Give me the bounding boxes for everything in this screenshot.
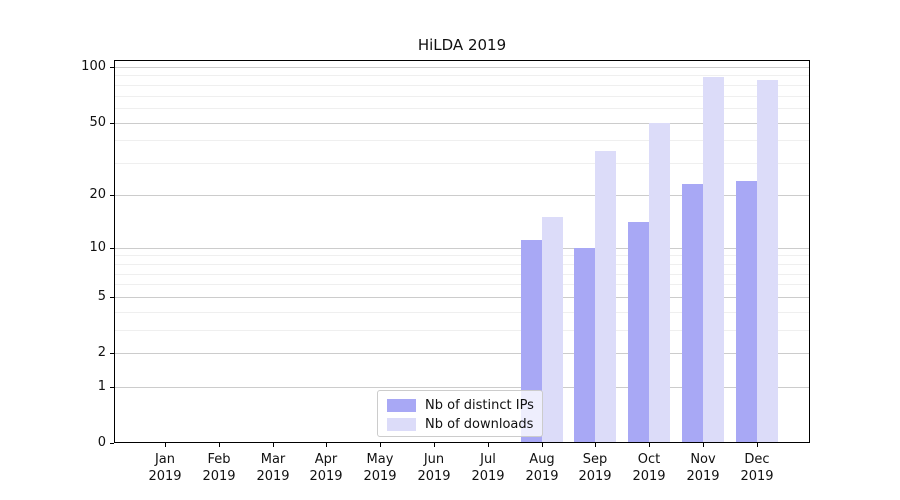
y-tick-2	[110, 353, 114, 354]
y-tick-label-5: 5	[97, 289, 106, 304]
gridline-minor-70	[114, 96, 810, 97]
bar-distinct-ips-oct	[628, 222, 650, 443]
x-tick-jun	[434, 443, 435, 447]
x-tick-label-jun: Jun 2019	[417, 452, 451, 484]
x-tick-aug	[542, 443, 543, 447]
bar-downloads-nov	[703, 77, 724, 443]
legend-item-distinct-ips: Nb of distinct IPs	[387, 397, 534, 413]
gridline-major-2	[114, 353, 810, 354]
gridline-minor-40	[114, 140, 810, 141]
gridline-minor-4	[114, 312, 810, 313]
legend: Nb of distinct IPs Nb of downloads	[377, 390, 543, 437]
y-tick-label-0: 0	[97, 435, 106, 450]
gridline-major-100	[114, 67, 810, 68]
x-tick-feb	[219, 443, 220, 447]
legend-label-distinct-ips: Nb of distinct IPs	[425, 397, 534, 413]
y-tick-20	[110, 195, 114, 196]
y-tick-100	[110, 67, 114, 68]
gridline-minor-80	[114, 85, 810, 86]
plot-area	[114, 60, 810, 443]
y-tick-10	[110, 248, 114, 249]
y-tick-1	[110, 387, 114, 388]
gridline-minor-3	[114, 330, 810, 331]
x-tick-label-jul: Jul 2019	[471, 452, 505, 484]
x-tick-label-aug: Aug 2019	[525, 452, 559, 484]
bar-downloads-dec	[756, 80, 778, 443]
chart-title: HiLDA 2019	[417, 36, 507, 54]
x-tick-sep	[595, 443, 596, 447]
x-tick-label-sep: Sep 2019	[578, 452, 612, 484]
x-tick-label-mar: Mar 2019	[256, 452, 290, 484]
legend-item-downloads: Nb of downloads	[387, 416, 534, 432]
legend-label-downloads: Nb of downloads	[425, 416, 534, 432]
x-tick-label-oct: Oct 2019	[632, 452, 666, 484]
gridline-major-1	[114, 387, 810, 388]
gridline-major-10	[114, 248, 810, 249]
x-tick-label-nov: Nov 2019	[686, 452, 720, 484]
gridline-major-20	[114, 195, 810, 196]
y-tick-label-20: 20	[89, 187, 106, 202]
y-tick-label-100: 100	[81, 59, 106, 74]
x-tick-may	[380, 443, 381, 447]
x-tick-label-feb: Feb 2019	[202, 452, 236, 484]
y-tick-5	[110, 297, 114, 298]
x-tick-label-dec: Dec 2019	[740, 452, 774, 484]
gridline-minor-6	[114, 284, 810, 285]
x-tick-label-may: May 2019	[363, 452, 397, 484]
x-tick-apr	[326, 443, 327, 447]
bar-downloads-sep	[595, 151, 617, 443]
x-tick-nov	[703, 443, 704, 447]
x-tick-oct	[649, 443, 650, 447]
y-tick-label-50: 50	[89, 115, 106, 130]
bar-distinct-ips-sep	[574, 248, 596, 443]
gridline-minor-7	[114, 274, 810, 275]
gridline-minor-60	[114, 108, 810, 109]
y-tick-0	[110, 443, 114, 444]
x-tick-jan	[165, 443, 166, 447]
gridline-major-50	[114, 123, 810, 124]
gridline-minor-8	[114, 264, 810, 265]
x-tick-dec	[757, 443, 758, 447]
gridline-minor-9	[114, 255, 810, 256]
gridline-minor-30	[114, 163, 810, 164]
gridline-major-5	[114, 297, 810, 298]
y-tick-50	[110, 123, 114, 124]
gridline-minor-90	[114, 75, 810, 76]
y-tick-label-1: 1	[97, 379, 106, 394]
bar-distinct-ips-dec	[735, 181, 757, 443]
y-tick-label-2: 2	[97, 345, 106, 360]
x-tick-label-jan: Jan 2019	[148, 452, 182, 484]
legend-swatch-distinct-ips	[387, 398, 416, 412]
y-tick-label-10: 10	[89, 240, 106, 255]
legend-swatch-downloads	[387, 417, 416, 431]
bar-downloads-oct	[649, 123, 671, 443]
x-tick-jul	[488, 443, 489, 447]
bar-distinct-ips-nov	[682, 184, 703, 443]
bar-downloads-aug	[541, 217, 563, 443]
x-tick-label-apr: Apr 2019	[309, 452, 343, 484]
x-tick-mar	[273, 443, 274, 447]
